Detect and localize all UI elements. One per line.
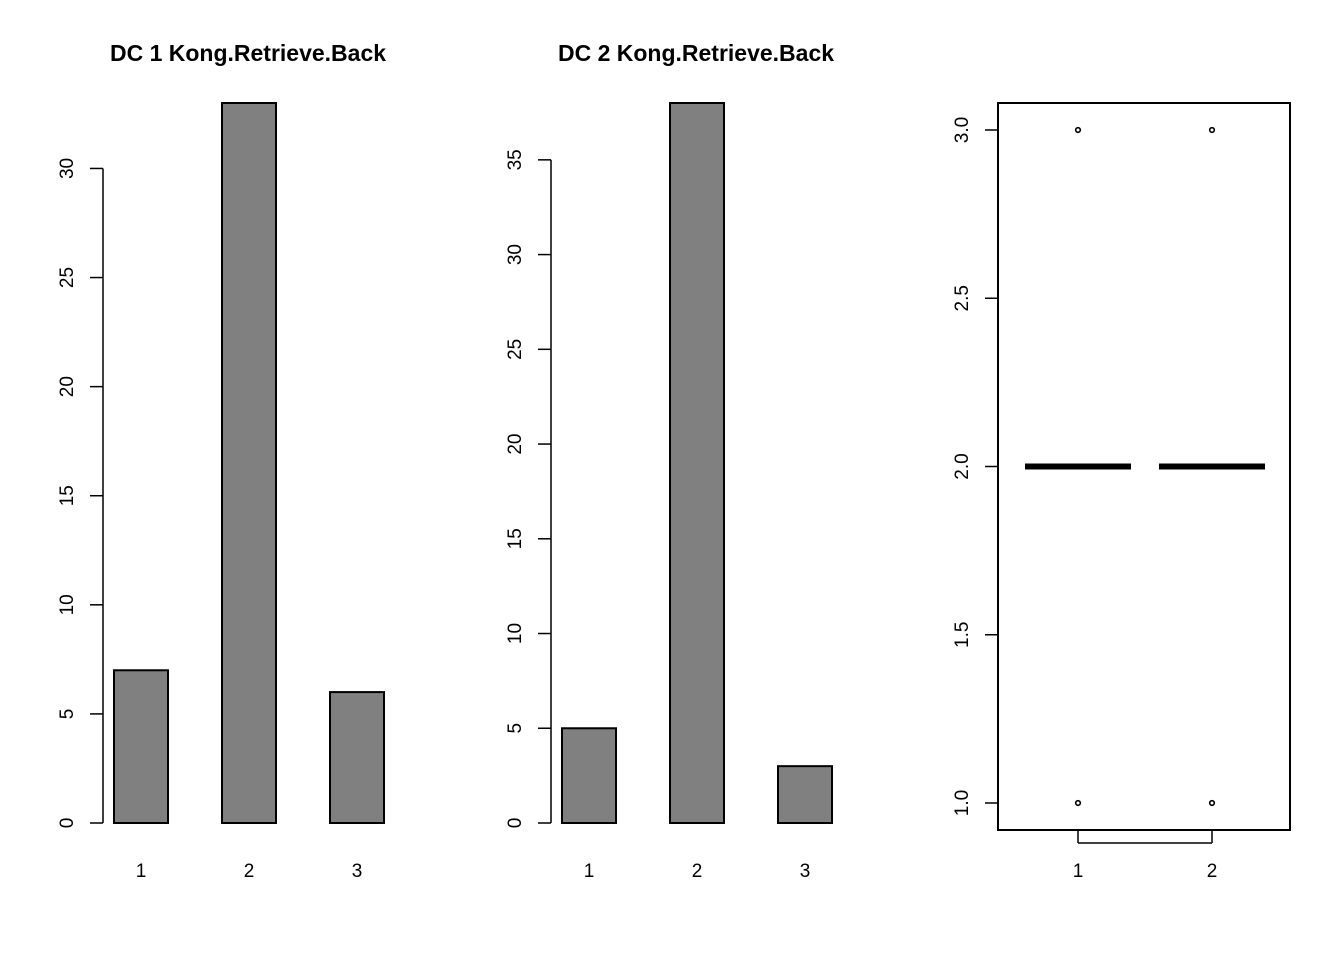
x-tick-label: 1 (136, 861, 147, 882)
x-tick-label: 1 (584, 861, 595, 882)
outlier-point (1208, 126, 1216, 134)
chart-title: DC 1 Kong.Retrieve.Back (110, 40, 386, 66)
bar-2 (221, 102, 277, 824)
y-tick-label: 25 (57, 267, 78, 288)
outlier-point (1208, 799, 1216, 807)
x-tick-label: 3 (352, 861, 363, 882)
y-tick-label: 20 (57, 376, 78, 397)
x-tick-label: 2 (244, 861, 255, 882)
bar-1 (561, 727, 617, 825)
y-tick-label: 2.5 (952, 285, 973, 311)
bar-2 (669, 102, 725, 824)
y-tick-label: 15 (57, 485, 78, 506)
y-tick-label: 3.0 (952, 117, 973, 143)
y-tick-label: 0 (505, 818, 526, 829)
y-tick-label: 20 (505, 433, 526, 454)
y-tick-label: 1.0 (952, 790, 973, 816)
y-tick-label: 10 (57, 594, 78, 615)
boxplot-chart: 1.0 1.5 2.0 2.5 3.0 1 2 (952, 102, 1291, 882)
bar-3 (329, 691, 385, 824)
y-tick-label: 1.5 (952, 622, 973, 648)
outlier-point (1074, 126, 1082, 134)
bar-1 (113, 669, 169, 824)
outlier-point (1074, 799, 1082, 807)
y-tick-label: 30 (57, 158, 78, 179)
bar-chart-dc1: DC 1 Kong.Retrieve.Back 0 5 10 15 20 25 30 1 2 3 (57, 40, 386, 882)
y-tick-label: 35 (505, 149, 526, 170)
x-tick-label: 3 (800, 861, 811, 882)
box-1 (1025, 126, 1131, 807)
y-tick-label: 2.0 (952, 453, 973, 479)
y-tick-label: 15 (505, 528, 526, 549)
box-2 (1159, 126, 1265, 807)
bar-3 (777, 765, 833, 825)
y-tick-label: 5 (505, 723, 526, 734)
x-tick-label: 2 (1207, 861, 1218, 882)
y-tick-label: 5 (57, 709, 78, 720)
bar-chart-dc2: DC 2 Kong.Retrieve.Back 0 5 10 15 20 25 30 35 1 2 3 (505, 40, 834, 882)
chart-title: DC 2 Kong.Retrieve.Back (558, 40, 834, 66)
x-tick-label: 1 (1073, 861, 1084, 882)
x-tick-label: 2 (692, 861, 703, 882)
y-tick-label: 25 (505, 339, 526, 360)
y-tick-label: 0 (57, 818, 78, 829)
y-tick-label: 10 (505, 623, 526, 644)
y-tick-label: 30 (505, 244, 526, 265)
